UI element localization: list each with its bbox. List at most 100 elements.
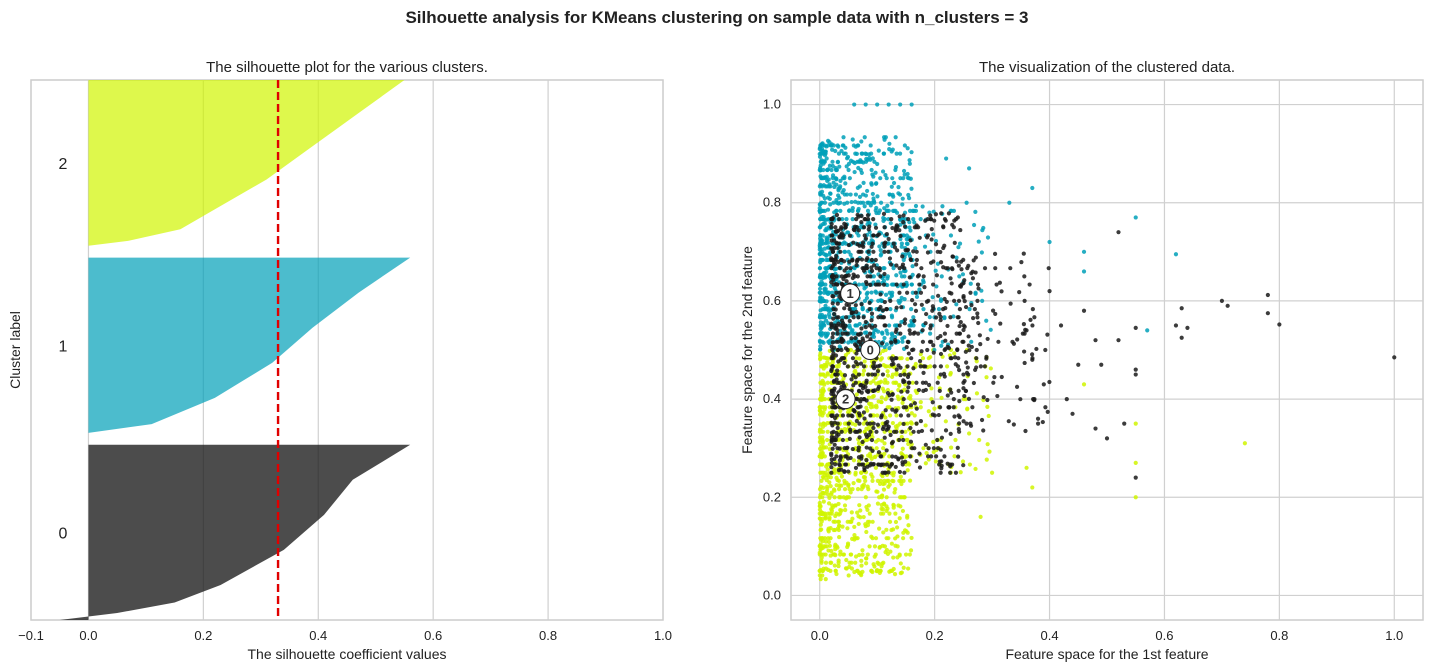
- scatter-point-cluster1: [868, 203, 873, 208]
- scatter-point-cluster2: [851, 481, 856, 486]
- scatter-point-cluster0: [1133, 325, 1138, 331]
- scatter-point-cluster0: [897, 228, 902, 233]
- scatter-point-cluster0: [886, 236, 891, 242]
- scatter-point-cluster0: [885, 390, 890, 396]
- scatter-point-cluster0: [1030, 352, 1035, 357]
- scatter-point-cluster2: [853, 422, 858, 427]
- scatter-point-cluster0: [1008, 266, 1013, 271]
- scatter-point-cluster0: [875, 233, 880, 238]
- scatter-point-cluster1: [969, 339, 974, 344]
- scatter-point-cluster2: [823, 552, 828, 557]
- scatter-point-cluster0: [847, 233, 853, 238]
- scatter-point-cluster0: [839, 429, 844, 434]
- scatter-point-cluster0: [831, 429, 836, 434]
- scatter-point-cluster1: [888, 306, 893, 312]
- scatter-point-cluster0: [873, 323, 878, 329]
- scatter-point-cluster0: [918, 290, 924, 295]
- scatter-point-cluster0: [893, 339, 898, 344]
- scatter-x-tick-label: 0.4: [1041, 628, 1059, 643]
- scatter-point-cluster0: [876, 450, 882, 455]
- scatter-point-cluster0: [931, 446, 936, 451]
- scatter-point-cluster2: [895, 534, 900, 539]
- scatter-point-cluster2: [907, 478, 913, 483]
- scatter-point-cluster0: [856, 332, 862, 337]
- scatter-point-cluster0: [850, 446, 855, 452]
- scatter-point-cluster1: [878, 248, 883, 253]
- scatter-point-cluster0: [837, 235, 842, 240]
- scatter-point-cluster2: [910, 380, 915, 385]
- scatter-point-cluster1: [831, 180, 836, 185]
- scatter-point-cluster0: [935, 437, 940, 443]
- scatter-point-cluster1: [881, 135, 887, 140]
- scatter-point-cluster1: [956, 245, 961, 250]
- scatter-point-cluster1: [864, 295, 870, 301]
- scatter-point-cluster2: [960, 459, 966, 464]
- scatter-point-cluster2: [894, 413, 899, 418]
- scatter-point-cluster1: [868, 157, 873, 162]
- scatter-point-cluster0: [906, 351, 911, 356]
- scatter-point-cluster2: [887, 454, 892, 459]
- scatter-point-cluster2: [985, 442, 990, 447]
- scatter-point-cluster0: [865, 421, 870, 426]
- scatter-point-cluster1: [840, 190, 845, 195]
- scatter-point-cluster2: [838, 549, 843, 554]
- scatter-point-cluster0: [931, 350, 936, 355]
- scatter-point-cluster0: [869, 311, 875, 316]
- scatter-point-cluster2: [882, 441, 887, 446]
- scatter-point-cluster0: [829, 397, 834, 402]
- scatter-point-cluster1: [851, 331, 856, 336]
- scatter-point-cluster1: [938, 298, 944, 304]
- scatter-point-cluster0: [962, 393, 967, 399]
- scatter-point-cluster2: [819, 527, 824, 532]
- scatter-point-cluster2: [825, 372, 830, 377]
- scatter-point-cluster0: [939, 435, 945, 440]
- scatter-point-cluster0: [844, 279, 849, 284]
- scatter-point-cluster2: [885, 369, 890, 374]
- scatter-point-cluster0: [858, 361, 864, 366]
- scatter-point-cluster2: [818, 522, 823, 527]
- scatter-point-cluster0: [834, 434, 839, 439]
- scatter-point-cluster2: [857, 478, 862, 484]
- scatter-point-cluster1: [822, 200, 828, 205]
- scatter-point-cluster0: [961, 327, 966, 333]
- scatter-point-cluster1: [881, 218, 886, 223]
- scatter-point-cluster0: [831, 400, 836, 406]
- scatter-point-cluster0: [906, 413, 911, 418]
- scatter-point-cluster1: [960, 272, 966, 277]
- scatter-point-cluster0: [866, 249, 871, 254]
- scatter-point-cluster2: [832, 503, 838, 508]
- scatter-point-cluster2: [948, 370, 953, 376]
- scatter-point-cluster2: [845, 526, 850, 531]
- scatter-point-cluster0: [939, 211, 944, 216]
- scatter-point-cluster2: [898, 474, 903, 479]
- scatter-point-cluster0: [857, 428, 862, 433]
- scatter-point-cluster0: [855, 212, 860, 217]
- scatter-point-cluster1: [823, 184, 828, 189]
- scatter-point-cluster2: [1081, 382, 1087, 387]
- scatter-point-cluster2: [820, 391, 825, 396]
- scatter-point-cluster0: [937, 459, 942, 464]
- scatter-point-cluster2: [867, 401, 872, 406]
- scatter-point-cluster0: [999, 374, 1004, 380]
- scatter-point-cluster1: [852, 102, 857, 107]
- scatter-point-cluster1: [819, 324, 824, 329]
- scatter-point-cluster2: [836, 563, 841, 569]
- scatter-point-cluster0: [867, 306, 872, 312]
- scatter-point-cluster0: [852, 408, 857, 413]
- scatter-point-cluster2: [822, 396, 828, 402]
- scatter-point-cluster1: [894, 323, 899, 328]
- scatter-point-cluster2: [939, 395, 944, 400]
- scatter-point-cluster0: [835, 347, 840, 353]
- scatter-point-cluster0: [938, 470, 943, 475]
- scatter-point-cluster0: [861, 410, 867, 415]
- scatter-point-cluster1: [819, 146, 825, 152]
- scatter-point-cluster1: [833, 167, 839, 173]
- scatter-point-cluster2: [829, 409, 835, 415]
- scatter-point-cluster0: [861, 364, 867, 369]
- scatter-point-cluster0: [901, 421, 906, 427]
- scatter-point-cluster1: [899, 295, 904, 300]
- scatter-point-cluster1: [871, 334, 877, 339]
- scatter-point-cluster1: [817, 286, 823, 291]
- scatter-point-cluster1: [827, 315, 832, 320]
- scatter-point-cluster0: [952, 414, 957, 419]
